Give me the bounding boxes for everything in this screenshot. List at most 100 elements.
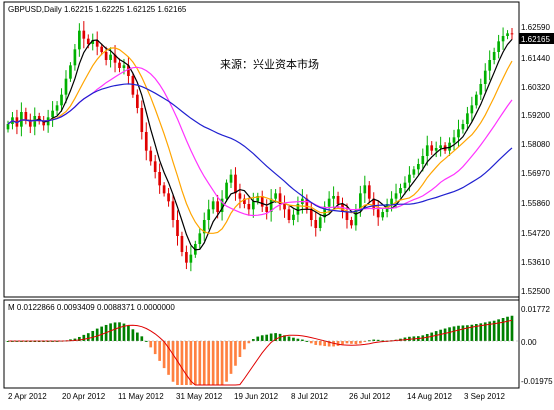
signal-line-layer bbox=[4, 319, 519, 386]
histogram-bar bbox=[318, 341, 322, 346]
candle-body bbox=[171, 201, 175, 220]
candle-body bbox=[109, 54, 112, 60]
histogram-bar bbox=[113, 322, 117, 341]
candle-body bbox=[403, 182, 407, 188]
histogram-bar bbox=[260, 335, 264, 341]
price-tick-label: 1.52500 bbox=[521, 287, 550, 296]
histogram-bar bbox=[198, 341, 202, 385]
candle-body bbox=[510, 33, 514, 35]
indicator-tick-label: -0.01975 bbox=[521, 377, 553, 386]
histogram-bar bbox=[301, 339, 304, 341]
current-price-label: 1.62165 bbox=[521, 35, 550, 44]
candle-body bbox=[216, 201, 219, 212]
candle-body bbox=[269, 198, 273, 212]
candle-body bbox=[265, 206, 269, 212]
histogram-bar bbox=[439, 329, 442, 341]
candle-body bbox=[439, 145, 442, 148]
moving-averages-layer bbox=[7, 39, 513, 251]
candle-body bbox=[327, 198, 331, 207]
price-tick-label: 1.62590 bbox=[521, 23, 550, 32]
candle-body bbox=[113, 54, 117, 63]
candle-body bbox=[461, 124, 465, 130]
histogram-bar bbox=[305, 340, 309, 342]
histogram-bar bbox=[350, 341, 353, 344]
candle-body bbox=[434, 148, 438, 151]
histogram-bar bbox=[287, 336, 291, 341]
candle-body bbox=[381, 212, 384, 218]
histogram-bar bbox=[86, 333, 90, 341]
candle-body bbox=[229, 174, 233, 183]
macd-histogram-layer bbox=[6, 315, 514, 385]
histogram-bar bbox=[229, 341, 233, 374]
histogram-bar bbox=[452, 326, 456, 341]
histogram-bar bbox=[109, 323, 112, 341]
time-tick-label: 31 May 2012 bbox=[176, 392, 223, 401]
price-axis: 1.62590 1.61440 1.60320 1.59200 1.58080 … bbox=[521, 23, 550, 296]
candle-body bbox=[305, 198, 309, 210]
histogram-bar bbox=[193, 341, 197, 385]
candle-body bbox=[6, 124, 10, 130]
candle-body bbox=[78, 30, 81, 50]
candle-body bbox=[42, 121, 46, 126]
histogram-bar bbox=[314, 341, 318, 345]
candle-body bbox=[363, 185, 367, 194]
histogram-bar bbox=[78, 336, 81, 341]
histogram-bar bbox=[443, 328, 447, 341]
histogram-bar bbox=[171, 341, 175, 382]
candle-body bbox=[336, 196, 340, 204]
histogram-bar bbox=[372, 339, 376, 341]
histogram-bar bbox=[95, 328, 99, 341]
ma-fast-line bbox=[7, 39, 513, 251]
histogram-bar bbox=[127, 325, 130, 341]
candle-body bbox=[225, 182, 228, 199]
price-tick-label: 1.56970 bbox=[521, 169, 550, 178]
candle-body bbox=[309, 209, 313, 220]
histogram-bar bbox=[381, 340, 384, 342]
candle-body bbox=[127, 65, 130, 76]
candle-body bbox=[416, 164, 420, 170]
candle-body bbox=[60, 94, 63, 106]
time-tick-label: 20 Apr 2012 bbox=[62, 392, 106, 401]
histogram-bar bbox=[185, 341, 188, 385]
candle-body bbox=[292, 214, 295, 220]
histogram-bar bbox=[211, 341, 215, 385]
candle-body bbox=[376, 209, 380, 218]
histogram-bar bbox=[243, 341, 246, 350]
candle-body bbox=[501, 36, 505, 42]
candle-body bbox=[131, 76, 135, 95]
candle-body bbox=[86, 38, 90, 44]
candle-body bbox=[251, 201, 255, 210]
candle-body bbox=[425, 145, 429, 156]
histogram-bar bbox=[216, 341, 219, 385]
candle-body bbox=[153, 161, 157, 172]
histogram-bar bbox=[69, 339, 72, 341]
histogram-bar bbox=[189, 341, 193, 385]
histogram-bar bbox=[202, 341, 206, 385]
candle-body bbox=[185, 252, 188, 263]
candle-body bbox=[452, 137, 456, 143]
histogram-bar bbox=[225, 341, 228, 382]
candle-body bbox=[220, 198, 224, 212]
histogram-bar bbox=[309, 341, 313, 344]
candle-body bbox=[506, 33, 509, 36]
candle-body bbox=[24, 112, 28, 120]
candle-body bbox=[474, 94, 478, 106]
histogram-bar bbox=[100, 326, 104, 341]
candle-body bbox=[243, 198, 246, 204]
candle-body bbox=[82, 30, 86, 39]
histogram-bar bbox=[149, 341, 153, 348]
histogram-bar bbox=[336, 341, 340, 346]
candle-body bbox=[73, 49, 77, 66]
histogram-bar bbox=[265, 334, 269, 341]
histogram-bar bbox=[488, 321, 492, 341]
price-tick-label: 1.60320 bbox=[521, 83, 550, 92]
histogram-bar bbox=[327, 341, 331, 347]
candle-body bbox=[421, 156, 425, 164]
candle-body bbox=[497, 41, 500, 52]
candle-body bbox=[408, 174, 411, 183]
histogram-bar bbox=[296, 338, 300, 341]
histogram-bar bbox=[497, 319, 500, 341]
histogram-bar bbox=[292, 337, 295, 341]
candle-body bbox=[287, 209, 291, 220]
